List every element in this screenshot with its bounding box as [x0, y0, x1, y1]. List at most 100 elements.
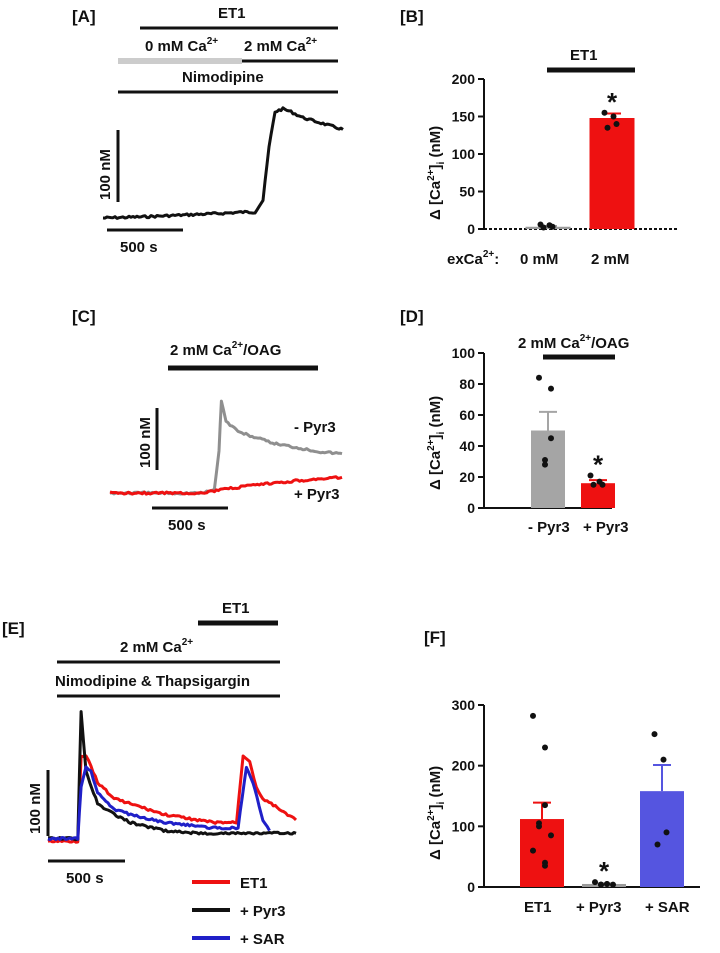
panel-c-scale-y-label: 100 nM — [137, 417, 154, 468]
y-tick-label: 100 — [452, 146, 476, 162]
bar-1 — [589, 118, 635, 229]
panel-e-scale-y-label: 100 nM — [27, 783, 44, 834]
legend-label-pyr3: + Pyr3 — [240, 903, 285, 920]
panel-e-legend: ET1 + Pyr3 + SAR — [192, 875, 285, 948]
data-point — [536, 374, 542, 381]
panel-b-label: [B] — [400, 7, 424, 26]
panel-d-label: [D] — [400, 307, 424, 326]
panel-e-drug-label: Nimodipine & Thapsigargin — [55, 673, 250, 690]
data-point — [548, 385, 554, 392]
panel-f-bars: * — [520, 712, 684, 888]
panel-c-label: [C] — [72, 307, 96, 326]
panel-b-ylabel: Δ [Ca2+]i (nM) — [426, 126, 447, 220]
panel-d-cat-0: - Pyr3 — [528, 519, 570, 536]
panel-f-cat-2: + SAR — [645, 899, 690, 916]
panel-b-xprefix: exCa2+: — [447, 249, 499, 268]
panel-f: [F] Δ [Ca2+]i (nM) 0 100 200 300 * ET1 + Py… — [424, 628, 700, 916]
panel-a: [A] ET1 0 mM Ca2+ 2 mM Ca2+ Nimodipine 1… — [72, 5, 344, 256]
legend-label-sar: + SAR — [240, 931, 285, 948]
panel-a-et1-label: ET1 — [218, 5, 246, 22]
panel-e-label: [E] — [2, 619, 25, 638]
panel-e-et1-label: ET1 — [222, 600, 250, 617]
panel-d-bars: * — [531, 374, 615, 508]
y-tick-label: 40 — [459, 438, 475, 454]
panel-b-title: ET1 — [570, 47, 598, 64]
y-tick-label: 60 — [459, 407, 475, 423]
data-point — [548, 435, 554, 442]
panel-f-ylabel: Δ [Ca2+]i (nM) — [426, 766, 447, 860]
panel-f-label: [F] — [424, 628, 446, 647]
data-point — [542, 862, 548, 869]
panel-a-nimodipine-label: Nimodipine — [182, 69, 264, 86]
data-point — [536, 823, 542, 830]
panel-c-series-label-1: + Pyr3 — [294, 486, 339, 503]
trace-sar — [47, 765, 271, 842]
trace-pyr3 — [109, 475, 343, 496]
data-point — [592, 879, 598, 886]
data-point — [604, 880, 610, 887]
data-point — [654, 841, 661, 848]
y-tick-label: 200 — [452, 758, 476, 774]
data-point — [613, 121, 620, 127]
data-point — [549, 223, 556, 230]
data-point — [590, 481, 597, 488]
data-point — [604, 124, 611, 131]
panel-a-2mm-label: 2 mM Ca2+ — [244, 36, 317, 55]
y-tick-label: 150 — [452, 109, 476, 125]
panel-c-bar-label: 2 mM Ca2+/OAG — [170, 340, 281, 359]
y-tick-label: 100 — [452, 345, 476, 361]
panel-e-ca-label: 2 mM Ca2+ — [120, 637, 193, 656]
data-point — [663, 829, 670, 836]
legend-label-et1: ET1 — [240, 875, 268, 892]
bar-1 — [581, 483, 615, 508]
data-point — [587, 472, 594, 479]
y-tick-label: 100 — [452, 818, 476, 834]
panel-d-cat-1: + Pyr3 — [583, 519, 628, 536]
data-point — [542, 802, 548, 809]
panel-e-traces — [47, 710, 298, 844]
panel-c: [C] 2 mM Ca2+/OAG 100 nM 500 s - Pyr3 + … — [72, 307, 343, 534]
panel-a-scale-x-label: 500 s — [120, 239, 158, 256]
panel-d: [D] 2 mM Ca2+/OAG Δ [Ca2+]i (nM) 0 20 40 60… — [400, 307, 629, 536]
data-point — [601, 109, 608, 116]
panel-c-scale-x-label: 500 s — [168, 517, 206, 534]
data-point — [548, 832, 554, 839]
y-tick-label: 20 — [459, 469, 475, 485]
panel-f-cat-0: ET1 — [524, 899, 552, 916]
panel-b: [B] ET1 Δ [Ca2+]i (nM) 0 50 100 150 200 * ex… — [400, 7, 678, 268]
data-point — [542, 456, 548, 463]
data-point — [599, 481, 606, 488]
significance-star: * — [599, 856, 610, 886]
panel-d-ylabel: Δ [Ca2+]i (nM) — [426, 396, 447, 490]
data-point — [530, 712, 536, 719]
trace-pyr3 — [48, 710, 297, 842]
panel-b-cat-1: 2 mM — [591, 251, 629, 268]
data-point — [540, 224, 547, 231]
panel-a-traces — [102, 106, 344, 220]
panel-a-scale-y-label: 100 nM — [97, 149, 114, 200]
panel-b-cat-0: 0 mM — [520, 251, 558, 268]
data-point — [598, 881, 604, 888]
panel-b-axes: 0 50 100 150 200 — [452, 71, 678, 237]
panel-f-cat-1: + Pyr3 — [576, 899, 621, 916]
trace-et1 — [102, 106, 344, 220]
panel-b-bars: * — [525, 87, 635, 231]
y-tick-label: 0 — [467, 221, 475, 237]
y-tick-label: 200 — [452, 71, 476, 87]
data-point — [610, 881, 616, 888]
panel-e: [E] ET1 2 mM Ca2+ Nimodipine & Thapsigar… — [2, 600, 298, 948]
data-point — [530, 847, 536, 854]
bar-0 — [531, 430, 565, 508]
panel-a-label: [A] — [72, 7, 96, 26]
panel-c-traces — [109, 399, 343, 496]
y-tick-label: 80 — [459, 376, 475, 392]
y-tick-label: 50 — [459, 184, 475, 200]
panel-e-scale-x-label: 500 s — [66, 870, 104, 887]
y-tick-label: 0 — [467, 879, 475, 895]
bar-0 — [525, 226, 571, 229]
bar-1 — [582, 883, 626, 887]
significance-star: * — [593, 449, 604, 479]
data-point — [542, 461, 548, 468]
data-point — [610, 113, 617, 120]
